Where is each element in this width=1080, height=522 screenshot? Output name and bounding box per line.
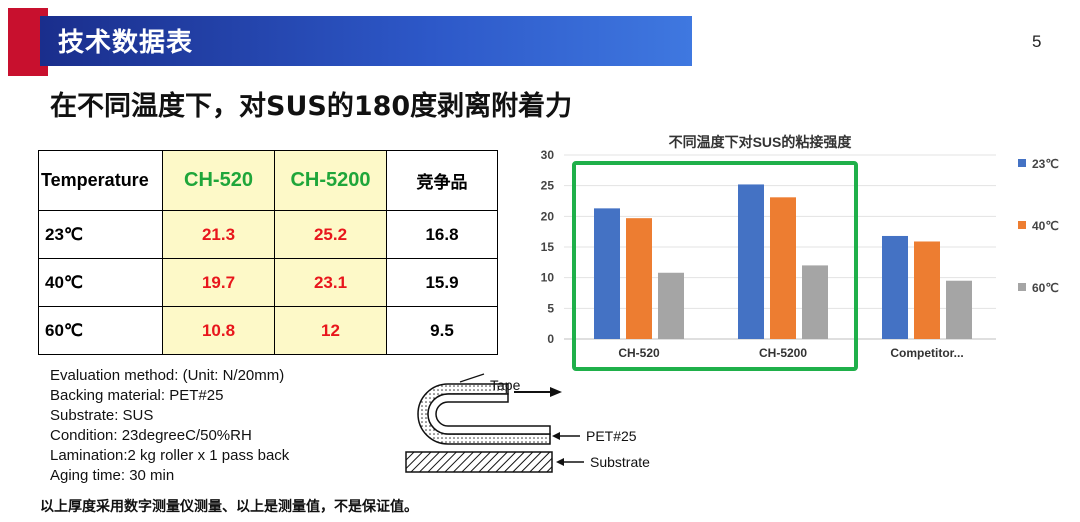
page-title: 技术数据表 <box>58 28 194 58</box>
cell-ch5200: 25.2 <box>274 210 387 259</box>
bar <box>946 280 972 339</box>
y-tick-label: 10 <box>541 271 555 285</box>
legend-label: 40℃ <box>1032 219 1059 233</box>
pull-arrow-head <box>550 387 562 397</box>
y-tick-label: 25 <box>541 179 555 193</box>
bar <box>882 235 908 339</box>
section-subtitle: 在不同温度下，对SUS的180度剥离附着力 <box>50 91 573 122</box>
cell-ch5200: 12 <box>274 306 387 355</box>
cell-ch520: 19.7 <box>162 258 275 307</box>
header-competitor: 竞争品 <box>386 150 498 211</box>
row-temp: 40℃ <box>38 258 163 307</box>
cell-competitor: 16.8 <box>386 210 498 259</box>
pet-backing <box>427 393 551 435</box>
note-line: Lamination:2 kg roller x 1 pass back <box>50 447 290 464</box>
pet-arrow-head <box>552 432 560 440</box>
x-category-label: CH-5200 <box>759 346 807 360</box>
bar <box>914 241 940 339</box>
bar <box>738 184 764 339</box>
cell-ch520: 21.3 <box>162 210 275 259</box>
peel-test-diagram: Tape PET#25 Substrate <box>405 373 650 473</box>
cell-competitor: 15.9 <box>386 258 498 307</box>
substrate-block <box>405 451 553 473</box>
y-tick-label: 5 <box>547 301 554 315</box>
disclaimer-footnote: 以上厚度采用数字测量仪测量、以上是测量值，不是保证值。 <box>40 499 418 515</box>
bar <box>594 208 620 339</box>
legend-label: 60℃ <box>1032 281 1059 295</box>
row-temp: 23℃ <box>38 210 163 259</box>
peel-adhesion-table: Temperature CH-520 CH-5200 竞争品 23℃ 21.3 … <box>38 150 498 355</box>
header-ch5200: CH-5200 <box>274 150 387 211</box>
tape-leader <box>459 373 485 383</box>
adhesion-bar-chart: 不同温度下对SUS的粘接强度 0 5 10 15 20 25 30 CH-520 CH-520… <box>541 134 1059 371</box>
bar <box>802 265 828 339</box>
substrate-label: Substrate <box>590 454 650 470</box>
note-line: Condition: 23degreeC/50%RH <box>50 427 252 444</box>
pet-label: PET#25 <box>586 428 637 444</box>
header-banner <box>40 16 692 66</box>
y-tick-label: 20 <box>541 209 555 223</box>
bar <box>770 197 796 339</box>
legend-swatch <box>1018 221 1026 229</box>
header-ch520: CH-520 <box>162 150 275 211</box>
cell-ch5200: 23.1 <box>274 258 387 307</box>
substrate-arrow-head <box>556 458 564 466</box>
y-tick-label: 30 <box>541 148 555 162</box>
page-number: 5 <box>1032 32 1042 51</box>
y-tick-label: 15 <box>541 240 555 254</box>
table-row: 40℃ 19.7 23.1 15.9 <box>38 258 498 307</box>
test-conditions: Evaluation method: (Unit: N/20mm) Backin… <box>50 366 289 486</box>
y-tick-label: 0 <box>547 332 554 346</box>
chart-title: 不同温度下对SUS的粘接强度 <box>669 134 853 150</box>
note-line: Aging time: 30 min <box>50 467 175 484</box>
bar <box>658 272 684 339</box>
x-category-label: Competitor... <box>890 346 963 360</box>
table-row: 60℃ 10.8 12 9.5 <box>38 306 498 355</box>
highlight-box <box>572 161 858 371</box>
note-line: Backing material: PET#25 <box>50 387 224 404</box>
bar <box>626 218 652 339</box>
note-line: Evaluation method: (Unit: N/20mm) <box>50 367 285 384</box>
legend-swatch <box>1018 283 1026 291</box>
x-category-label: CH-520 <box>618 346 660 360</box>
table-row: 23℃ 21.3 25.2 16.8 <box>38 210 498 259</box>
legend-swatch <box>1018 159 1026 167</box>
cell-competitor: 9.5 <box>386 306 498 355</box>
tape-label: Tape <box>490 377 521 393</box>
table-header-row: Temperature CH-520 CH-5200 竞争品 <box>38 150 498 211</box>
header-temperature: Temperature <box>38 150 163 211</box>
row-temp: 60℃ <box>38 306 163 355</box>
cell-ch520: 10.8 <box>162 306 275 355</box>
legend-label: 23℃ <box>1032 157 1059 171</box>
note-line: Substrate: SUS <box>50 407 154 424</box>
